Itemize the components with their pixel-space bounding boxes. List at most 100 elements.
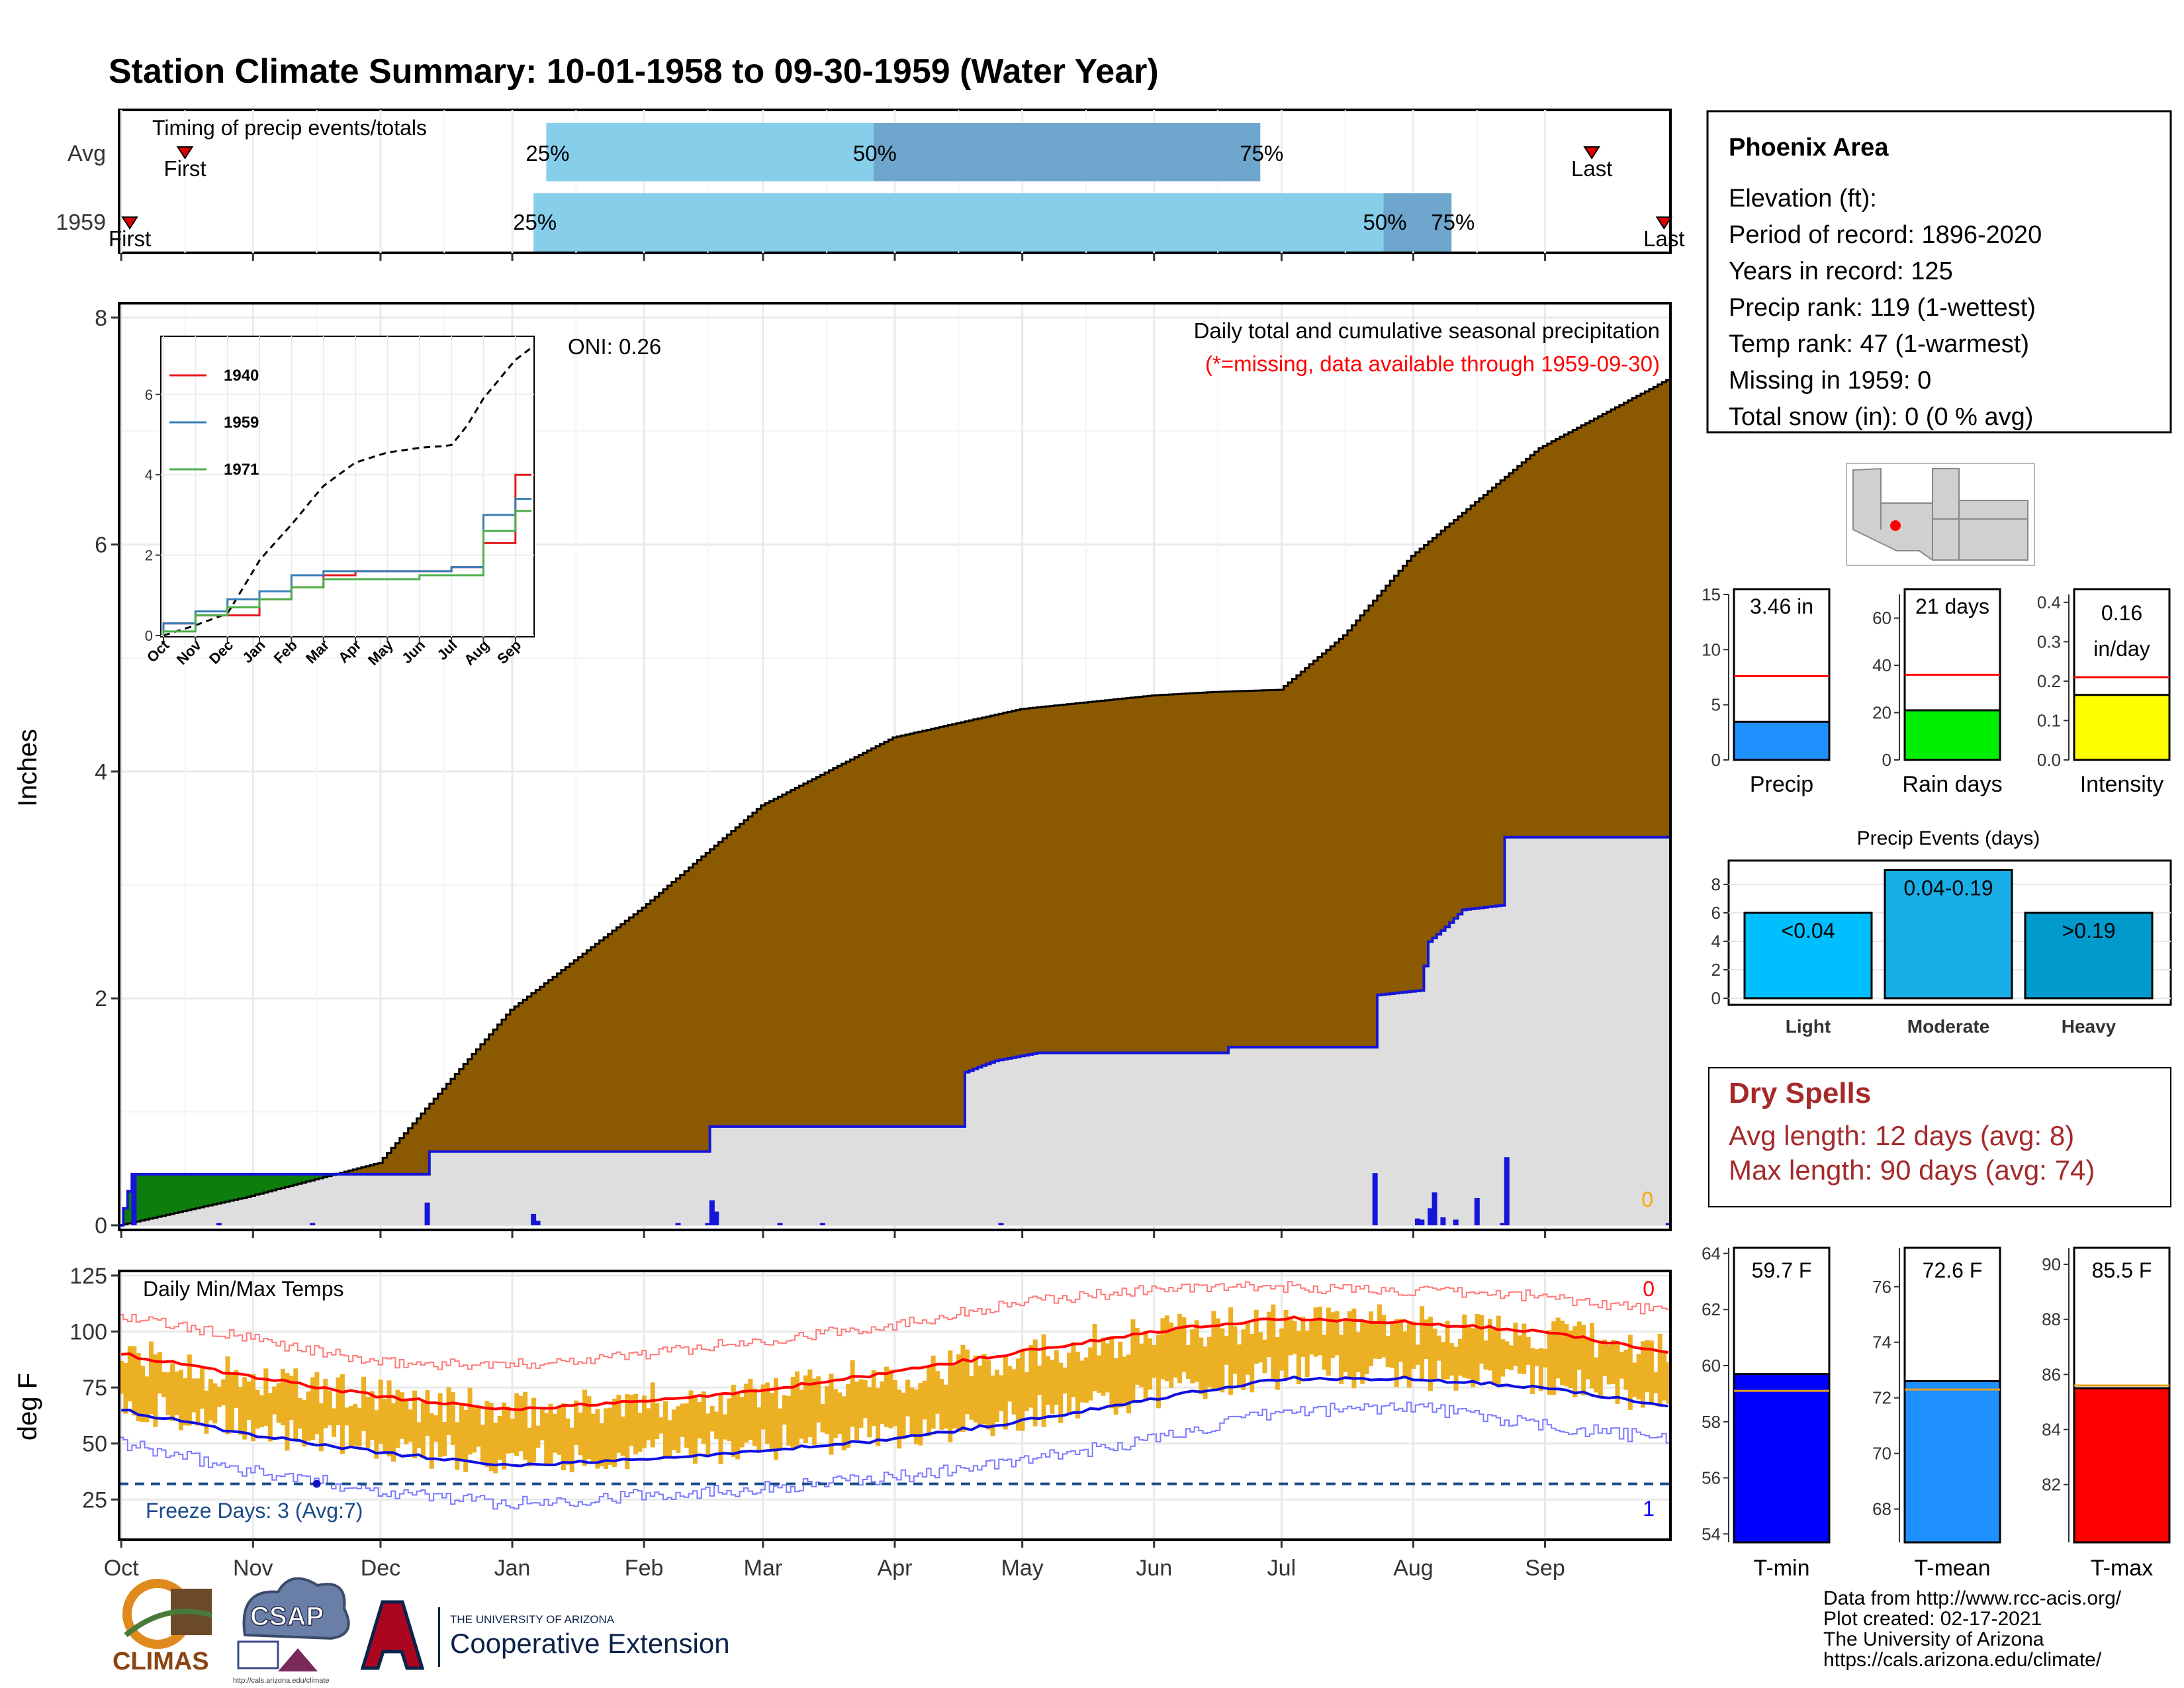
daily-temp-bar (765, 1382, 770, 1444)
daily-temp-bar (1322, 1335, 1327, 1370)
daily-temp-bar (1466, 1325, 1471, 1379)
daily-temp-bar (1032, 1339, 1038, 1427)
daily-temp-bar (374, 1410, 379, 1459)
daily-temp-bar (625, 1393, 630, 1470)
intensity-y-tick-label: 0.4 (2037, 592, 2061, 612)
precip-y-tick-label: 0 (95, 1213, 107, 1239)
daily-temp-bar (221, 1379, 226, 1406)
timing-bar-50-75 (1383, 193, 1452, 252)
daily-temp-bar (846, 1383, 851, 1448)
daily-temp-bar (544, 1413, 549, 1466)
tmin-y-tick-label: 60 (1702, 1356, 1721, 1376)
daily-temp-bar (1602, 1339, 1608, 1376)
daily-temp-bar (230, 1374, 235, 1431)
daily-temp-bar (833, 1389, 838, 1438)
daily-temp-bar (263, 1368, 269, 1426)
tmean-axis-label: T-mean (1914, 1556, 1990, 1581)
month-x-tick-label: Dec (361, 1556, 400, 1581)
daily-temp-bar (705, 1413, 711, 1454)
daily-precip-bar (1453, 1219, 1459, 1225)
daily-temp-bar (302, 1399, 307, 1447)
daily-temp-bar (1109, 1336, 1115, 1409)
precip-y-tick-label: 5 (1711, 695, 1721, 715)
daily-temp-bar (178, 1370, 183, 1430)
intensity-y-tick-label: 0.2 (2037, 671, 2061, 691)
daily-temp-bar (251, 1374, 256, 1442)
daily-temp-bar (514, 1393, 520, 1456)
daily-precip-bar (1419, 1219, 1425, 1225)
daily-temp-bar (1487, 1319, 1492, 1371)
daily-temp-bar (913, 1389, 919, 1444)
daily-temp-bar (586, 1396, 592, 1460)
daily-temp-bar (1369, 1311, 1374, 1366)
daily-temp-bar (935, 1371, 940, 1414)
daily-temp-bar (259, 1395, 264, 1427)
daily-temp-bar (633, 1393, 639, 1455)
daily-temp-bar (1543, 1348, 1548, 1368)
daily-temp-bar (905, 1380, 911, 1417)
daily-temp-bar (722, 1414, 727, 1440)
daily-temp-bar (862, 1380, 868, 1419)
precip-y-tick-label: 6 (95, 533, 107, 558)
daily-temp-bar (1398, 1319, 1404, 1362)
daily-temp-bar (1160, 1318, 1165, 1380)
daily-temp-bar (1253, 1309, 1259, 1364)
daily-temp-bar (1232, 1326, 1238, 1374)
daily-temp-bar (590, 1413, 596, 1464)
daily-temp-bar (616, 1395, 621, 1453)
daily-temp-bar (892, 1380, 897, 1427)
daily-temp-bar (1164, 1315, 1169, 1382)
daily-temp-bar (709, 1406, 715, 1432)
daily-temp-bar (527, 1427, 532, 1467)
daily-temp-bar (539, 1409, 545, 1440)
daily-temp-bar (790, 1376, 796, 1449)
daily-temp-bar (1572, 1326, 1578, 1397)
daily-temp-bar (395, 1389, 400, 1448)
daily-temp-bar (952, 1366, 957, 1429)
station-temp-rank: Temp rank: 47 (1-warmest) (1729, 330, 2029, 358)
tmin-y-tick-label: 56 (1702, 1468, 1721, 1488)
temp-grid (119, 1271, 1670, 1540)
timing-first-label: First (109, 226, 151, 251)
temp-y-tick-label: 75 (82, 1376, 107, 1401)
daily-precip-bar (1428, 1208, 1433, 1225)
timing-row-label-year: 1959 (56, 210, 106, 235)
daily-temp-bar (1194, 1320, 1199, 1382)
daily-temp-bar (1547, 1330, 1552, 1395)
daily-temp-bar (1364, 1321, 1369, 1374)
month-x-tick-label: Aug (1393, 1556, 1433, 1581)
daily-temp-bar (637, 1413, 643, 1452)
timing-p75-label: 75% (1431, 210, 1475, 234)
daily-temp-bar (1402, 1331, 1408, 1376)
daily-temp-bar (327, 1391, 332, 1426)
daily-temp-bar (344, 1407, 349, 1426)
daily-temp-bar (306, 1391, 311, 1441)
daily-temp-bar (1381, 1315, 1387, 1358)
daily-temp-bar (1606, 1344, 1612, 1385)
daily-temp-bar (1313, 1307, 1318, 1357)
tmean-y-tick-label: 68 (1872, 1499, 1891, 1519)
precip-y-tick-label: 8 (95, 306, 107, 331)
csap-url: http://cals.arizona.edu/climate (233, 1677, 330, 1685)
inset-y-tick-label: 4 (145, 467, 153, 483)
timing-p25-label: 25% (513, 210, 557, 234)
daily-temp-bar (234, 1370, 239, 1408)
daily-temp-bar (1390, 1323, 1395, 1368)
daily-temp-bar (948, 1350, 953, 1442)
daily-temp-bar (285, 1373, 290, 1451)
daily-temp-bar (969, 1376, 974, 1420)
daily-temp-bar (756, 1407, 762, 1451)
events-y-tick-label: 8 (1711, 874, 1721, 894)
daily-temp-bar (811, 1378, 817, 1445)
daily-temp-bar (1275, 1336, 1280, 1390)
daily-temp-bar (548, 1403, 553, 1466)
daily-temp-bar (353, 1403, 358, 1446)
daily-temp-bar (1538, 1348, 1543, 1391)
daily-temp-bar (1250, 1333, 1255, 1393)
daily-temp-bar (136, 1353, 141, 1421)
year-cumulative-area (119, 837, 1670, 1225)
daily-temp-bar (433, 1415, 439, 1442)
daily-temp-bar (1215, 1318, 1220, 1390)
summary-bar-charts: 0 5 10 15 3.46 in Precip 0 20 40 60 21 days Rain da… (1702, 585, 2171, 797)
